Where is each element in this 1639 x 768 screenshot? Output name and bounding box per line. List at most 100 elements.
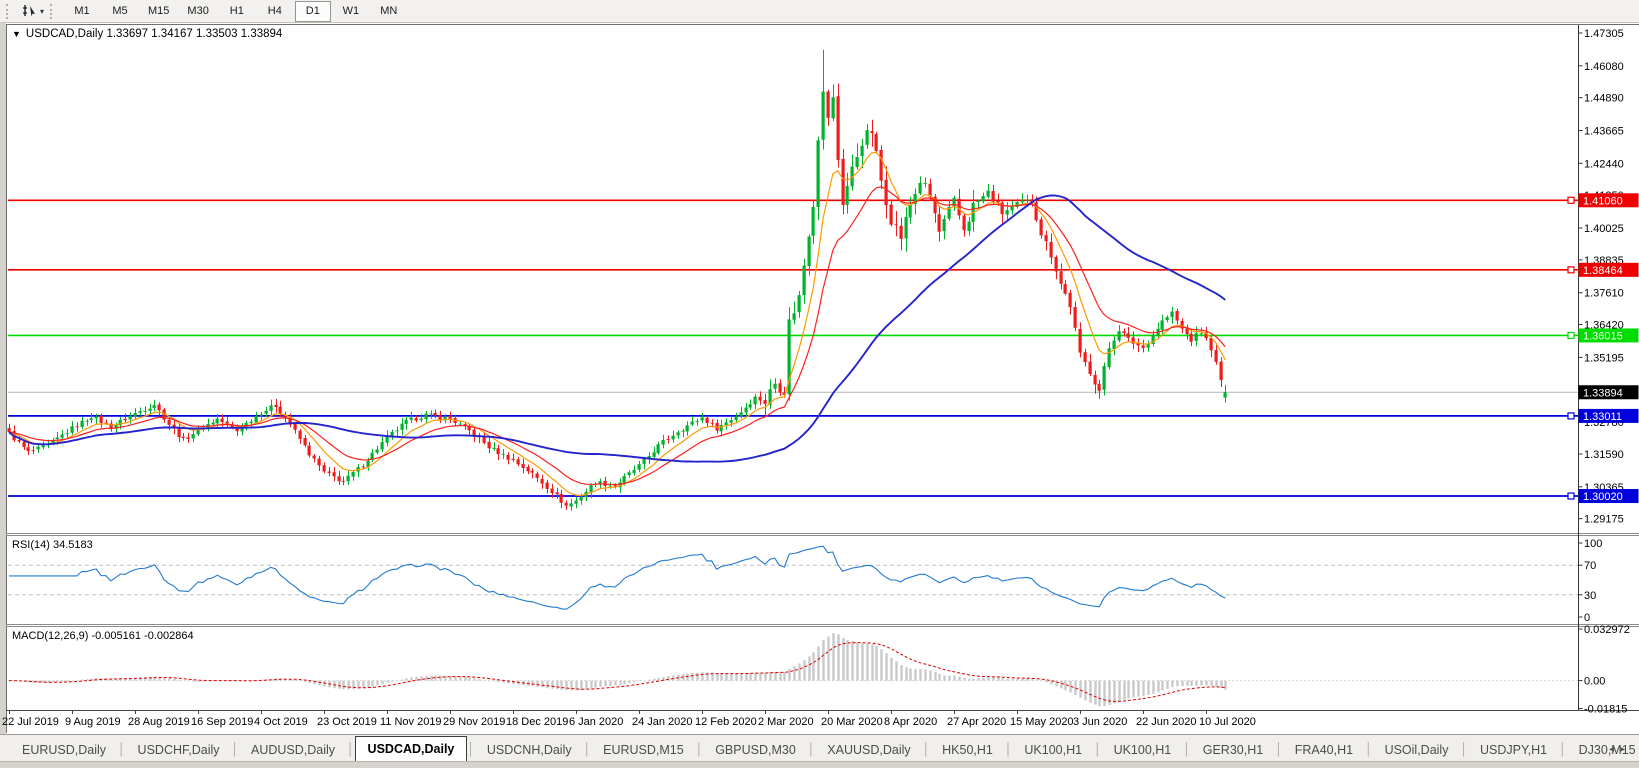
chart-tab-audusd-daily[interactable]: AUDUSD,Daily xyxy=(251,743,336,757)
symbol-period-label: USDCAD,Daily xyxy=(25,28,104,40)
timeframe-button-d1[interactable]: D1 xyxy=(294,0,331,22)
timeframe-button-w1[interactable]: W1 xyxy=(342,4,360,17)
chart-tab-usdjpy-h1[interactable]: USDJPY,H1 xyxy=(1479,743,1548,757)
tab-separator: │ xyxy=(231,741,240,756)
timeframe-button-h1[interactable]: H1 xyxy=(229,4,244,17)
chart-tab-usoil-daily[interactable]: USOil,Daily xyxy=(1384,743,1449,757)
chart-tab-hk50-h1[interactable]: HK50,H1 xyxy=(942,743,993,757)
candle-wicks-up xyxy=(38,49,1226,511)
rsi-tick-label: 100 xyxy=(1584,538,1602,550)
price-tick-label: 1.37610 xyxy=(1584,288,1624,300)
macd-tick-label: -0.01815 xyxy=(1584,704,1627,716)
level-line-handle[interactable] xyxy=(1567,266,1575,274)
timeframe-buttons: M1 M5 M15 M30 H1 H4 D1 W1 MN xyxy=(63,0,408,22)
macd-tick-label: 0.032972 xyxy=(1584,624,1630,636)
collapse-arrow-icon[interactable]: ▼ xyxy=(12,29,21,39)
tab-separator: │ xyxy=(922,741,931,756)
level-line-handle[interactable] xyxy=(1567,492,1575,500)
tab-scroll-buttons: ◂▸ xyxy=(1609,744,1631,755)
chart-cursor-tool-button[interactable]: ▾ xyxy=(19,1,47,21)
rsi-tick-label: 70 xyxy=(1584,560,1596,572)
tab-separator: │ xyxy=(347,741,355,756)
timeframe-button-mn[interactable]: MN xyxy=(380,4,398,17)
price-tick-label: 1.47305 xyxy=(1584,28,1624,40)
chart-tab-fra40-h1[interactable]: FRA40,H1 xyxy=(1294,743,1354,757)
rsi-tick-label: 30 xyxy=(1584,590,1596,602)
rsi-tick-label: 0 xyxy=(1584,612,1590,624)
price-tick-label: 1.40025 xyxy=(1584,223,1624,235)
chart-tabbar: EURUSD,Daily │ USDCHF,Daily │ AUDUSD,Daily │ U… xyxy=(0,734,1639,761)
price-badge xyxy=(1578,328,1639,343)
price-tick-label: 1.44890 xyxy=(1584,93,1624,105)
timeframe-button-m1[interactable]: M1 xyxy=(74,4,90,17)
timeframe-button-h4[interactable]: H4 xyxy=(267,4,282,17)
ohlc-values: 1.33697 1.34167 1.33503 1.33894 xyxy=(106,28,283,40)
price-tick-label: 1.46080 xyxy=(1584,61,1624,73)
tab-separator: │ xyxy=(1365,741,1373,756)
tab-scroll-left-button[interactable]: ◂ xyxy=(1608,744,1620,755)
tab-separator: │ xyxy=(1004,741,1013,756)
slow-ma-line[interactable] xyxy=(8,194,1226,463)
price-badge-label: 1.38464 xyxy=(1583,265,1623,277)
price-badge xyxy=(1578,408,1639,423)
chart-tab-uk100-h1[interactable]: UK100,H1 xyxy=(1113,743,1172,757)
timeframe-button-m30[interactable]: M30 xyxy=(187,4,209,17)
chart-tab-uk100-h1[interactable]: UK100,H1 xyxy=(1024,743,1083,757)
timeframe-button-m15[interactable]: M15 xyxy=(148,4,170,17)
price-tick-label: 1.43665 xyxy=(1584,126,1624,138)
price-tick-label: 1.29175 xyxy=(1584,514,1624,526)
tab-separator: │ xyxy=(467,741,475,756)
price-badge-label: 1.41060 xyxy=(1583,195,1623,207)
chart-tab-usdcnh-daily[interactable]: USDCNH,Daily xyxy=(486,743,572,757)
tab-separator: │ xyxy=(1183,741,1191,756)
tab-scroll-right-button[interactable]: ▸ xyxy=(1619,744,1631,755)
window-left-edge xyxy=(0,23,6,734)
price-badge xyxy=(1578,193,1639,208)
chart-cursor-icon xyxy=(23,5,35,17)
chevron-down-icon: ▾ xyxy=(40,6,45,16)
level-line-handle[interactable] xyxy=(1567,196,1575,204)
chart-title: ▼ USDCAD,Daily 1.33697 1.34167 1.33503 1.… xyxy=(12,28,282,40)
tab-separator: │ xyxy=(583,741,592,756)
tab-separator: │ xyxy=(118,741,126,756)
price-badge xyxy=(1578,385,1639,400)
chart-tab-eurusd-daily[interactable]: EURUSD,Daily xyxy=(22,743,107,757)
chart-tab-ger30-h1[interactable]: GER30,H1 xyxy=(1202,743,1264,757)
toolbar-grip[interactable] xyxy=(6,3,12,19)
level-line-handle[interactable] xyxy=(1567,412,1575,420)
statusbar-edge xyxy=(0,761,1639,768)
price-tick-label: 1.42440 xyxy=(1584,158,1624,170)
price-badge xyxy=(1578,489,1639,504)
rsi-line xyxy=(9,545,1226,610)
macd-histogram xyxy=(13,633,1227,707)
toolbar-grip2[interactable] xyxy=(50,3,56,19)
chart-tab-usdchf-daily[interactable]: USDCHF,Daily xyxy=(137,743,220,757)
price-badge xyxy=(1578,262,1639,277)
level-line-handle[interactable] xyxy=(1567,331,1575,340)
chart-tab-usdcad-daily[interactable]: USDCAD,Daily xyxy=(354,736,468,761)
chart-tab-xauusd-daily[interactable]: XAUUSD,Daily xyxy=(827,743,911,757)
price-badge-label: 1.33011 xyxy=(1583,411,1622,423)
top-toolbar: ▾ M1 M5 M15 M30 H1 H4 D1 W1 MN xyxy=(0,0,1639,23)
macd-indicator-label: MACD(12,26,9) -0.005161 -0.002864 xyxy=(12,630,194,642)
macd-signal-line xyxy=(8,642,1226,702)
candlestick-series xyxy=(7,49,1227,511)
fast-ma-line[interactable] xyxy=(8,151,1226,497)
tab-separator: │ xyxy=(1460,741,1468,756)
mid-ma-line[interactable] xyxy=(8,186,1226,486)
candle-wicks-down xyxy=(9,83,1222,510)
timeframe-button-m5[interactable]: M5 xyxy=(112,4,128,17)
tab-separator: │ xyxy=(695,741,704,756)
tab-separator: │ xyxy=(1094,741,1102,756)
tab-separator: │ xyxy=(1559,741,1567,756)
chart-tab-eurusd-m15[interactable]: EURUSD,M15 xyxy=(603,743,684,757)
tab-separator: │ xyxy=(1275,741,1283,756)
price-badge-label: 1.36015 xyxy=(1583,330,1623,342)
chart-tab-gbpusd-m30[interactable]: GBPUSD,M30 xyxy=(715,743,796,757)
price-tick-label: 1.35195 xyxy=(1584,352,1624,364)
tab-separator: │ xyxy=(807,741,816,756)
chart-tab-dj30-m15[interactable]: DJ30,M15 xyxy=(1578,743,1636,757)
price-badge-label: 1.30020 xyxy=(1583,491,1623,503)
